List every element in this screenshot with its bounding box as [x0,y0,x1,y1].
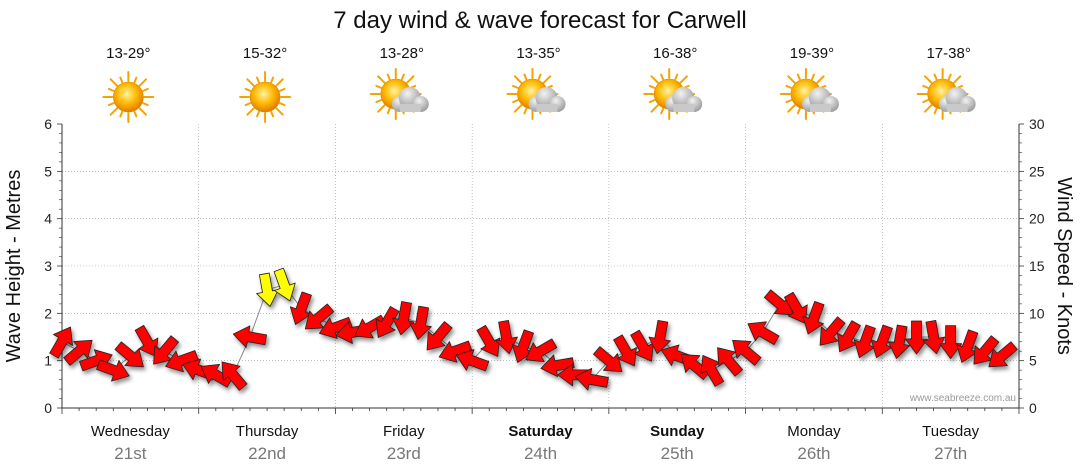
sun-icon [240,72,290,122]
temperature-label: 17-38° [926,45,970,62]
temperature-label: 13-29° [106,45,150,62]
y-tick-label-right: 20 [1029,211,1045,227]
day-name-label: Saturday [508,423,573,440]
day-labels: Wednesday 21st Thursday 22nd Friday 23rd Satur… [91,423,980,463]
day-name-label: Friday [383,423,425,440]
temperature-label: 13-28° [380,45,424,62]
day-date-label: 23rd [387,444,421,463]
day-name-label: Tuesday [922,423,979,440]
day-date-label: 27th [934,444,967,463]
temperature-label: 15-32° [243,45,287,62]
partly-cloudy-icon [508,69,566,119]
day-name-label: Monday [787,423,841,440]
y-tick-label-right: 5 [1029,353,1037,369]
y-tick-label-right: 15 [1029,258,1045,274]
y-tick-label-left: 3 [44,258,52,274]
temperature-label: 19-39° [790,45,834,62]
y-tick-label-left: 0 [44,400,52,416]
y-tick-label-left: 4 [44,211,52,227]
wave-arrow [231,323,267,350]
day-name-label: Sunday [650,423,705,440]
y-tick-label-left: 6 [44,116,52,132]
y-tick-label-right: 0 [1029,400,1037,416]
day-name-label: Thursday [236,423,299,440]
wave-arrow [390,300,417,336]
chart-title: 7 day wind & wave forecast for Carwell [333,7,747,34]
day-date-label: 26th [797,444,830,463]
wave-arrows [44,266,1021,394]
y-tick-label-right: 10 [1029,305,1045,321]
day-date-label: 21st [114,444,146,463]
left-axis-title: Wave Height - Metres [3,170,25,363]
day-name-label: Wednesday [91,423,170,440]
partly-cloudy-icon [371,69,429,119]
partly-cloudy-icon [644,69,702,119]
y-tick-label-right: 25 [1029,163,1045,179]
wave-arrow [940,326,962,359]
day-date-label: 24th [524,444,557,463]
credit-text: www.seabreeze.com.au [909,393,1016,404]
left-y-axis: 0 1 2 3 4 5 6 [44,116,62,416]
temperature-label: 16-38° [653,45,697,62]
day-date-label: 25th [661,444,694,463]
temperature-row: 13-29° 15-32° 13-28° 13-35° 16-38° 19-39° 17-3… [106,45,971,62]
day-date-label: 22nd [248,444,286,463]
temperature-label: 13-35° [516,45,560,62]
partly-cloudy-icon [918,69,976,119]
right-y-axis: 0 5 10 15 20 25 30 [1019,116,1045,416]
sun-icon [103,72,153,122]
weather-icons [103,69,975,122]
partly-cloudy-icon [781,69,839,119]
y-tick-label-left: 2 [44,305,52,321]
right-axis-title: Wind Speed - Knots [1053,177,1075,355]
y-tick-label-left: 5 [44,163,52,179]
y-tick-label-right: 30 [1029,116,1045,132]
y-tick-label-left: 1 [44,353,52,369]
